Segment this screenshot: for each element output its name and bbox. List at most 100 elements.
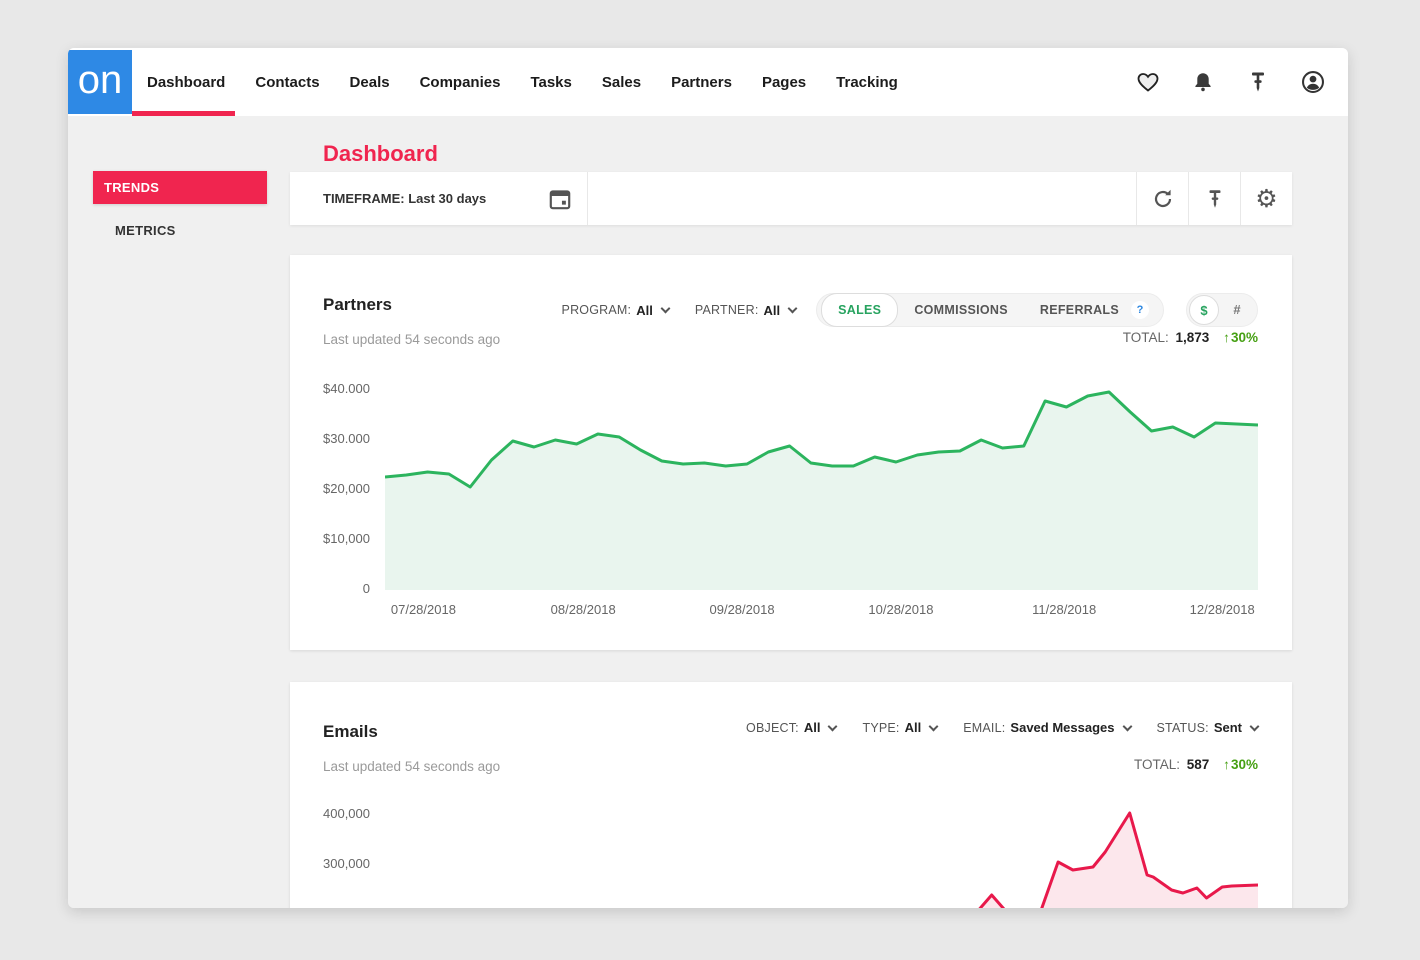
emails-filters: OBJECT: All TYPE: All EMAIL: Saved Messages ST… [720,720,1260,735]
x-tick-label: 11/28/2018 [1032,602,1097,617]
active-tab-indicator [132,111,235,116]
filter-label: STATUS: [1156,720,1209,735]
app-logo[interactable]: on [68,50,132,114]
partners-filter-program[interactable]: PROGRAM: All [561,302,671,318]
timeframe-control[interactable]: TIMEFRAME: Last 30 days [290,172,588,225]
emails-card-title: Emails [323,722,378,741]
toolbar-spacer [588,172,1136,225]
y-tick-label: $20,000 [323,481,370,496]
partners-last-updated: Last updated 54 seconds ago [323,332,501,347]
y-tick-label: $40.000 [323,381,370,396]
emails-filter-email[interactable]: EMAIL: Saved Messages [963,720,1132,735]
sidebar-item-metrics[interactable]: METRICS [115,223,176,238]
partners-total: TOTAL: 1,873 ↑ 30% [1123,330,1258,345]
emails-filter-object[interactable]: OBJECT: All [746,720,838,735]
nav-item-deals[interactable]: Deals [349,73,390,91]
partners-filter-partner[interactable]: PARTNER: All [694,302,798,318]
nav-items: Dashboard Contacts Deals Companies Tasks Sale… [147,48,898,116]
timeframe-label: TIMEFRAME: Last 30 days [323,191,487,206]
y-tick-label: $30.000 [323,431,370,446]
filter-label: OBJECT: [746,720,799,735]
pin-icon[interactable] [1245,69,1271,95]
nav-item-companies[interactable]: Companies [419,73,501,91]
user-icon[interactable] [1300,69,1326,95]
filter-label: TYPE: [862,720,900,735]
partners-card-title: Partners [323,295,392,314]
partners-dropdowns: PROGRAM: All PARTNER: All [536,302,798,318]
partners-chart: $40.000 $30.000 $20,000 $10,000 0 07/28/2018… [290,381,1292,617]
main-panel: Dashboard TIMEFRAME: Last 30 days ⚙ [290,116,1292,908]
total-delta: ↑ 30% [1223,330,1258,345]
nav-item-tasks[interactable]: Tasks [530,73,572,91]
y-tick-label: $10,000 [323,531,370,546]
emails-dropdowns: OBJECT: All TYPE: All EMAIL: Saved Messages ST… [720,720,1260,735]
nav-item-sales[interactable]: Sales [601,73,642,91]
nav-item-contacts[interactable]: Contacts [255,73,320,91]
unit-option-count[interactable]: # [1233,302,1241,317]
filter-label: PARTNER: [694,303,759,317]
filter-value: All [636,302,653,318]
partners-plot [385,385,1258,590]
partners-x-axis: 07/28/2018 08/28/2018 09/28/2018 10/28/2018… [385,590,1258,617]
x-tick-label: 07/28/2018 [390,602,456,617]
emails-plot [385,790,1258,908]
toggle-option-commissions[interactable]: COMMISSIONS [914,303,1008,317]
heart-icon[interactable] [1135,69,1161,95]
filter-label: EMAIL: [963,720,1006,735]
refresh-button[interactable] [1136,172,1188,225]
x-tick-label: 08/28/2018 [550,602,616,617]
settings-button[interactable]: ⚙ [1240,172,1292,225]
x-tick-label: 12/28/2018 [1189,602,1255,617]
total-value: 587 [1186,757,1210,772]
chevron-down-icon [1249,721,1260,731]
sidebar: TRENDS METRICS [68,116,290,908]
total-label: TOTAL: [1134,757,1181,772]
help-badge[interactable]: ? [1131,301,1149,319]
y-tick-label: 300,000 [323,856,370,871]
emails-last-updated: Last updated 54 seconds ago [323,759,501,774]
partners-unit-toggle: $ # [1186,293,1258,327]
pin-button[interactable] [1188,172,1240,225]
chevron-down-icon [660,303,671,314]
filter-value: All [904,720,922,735]
nav-item-dashboard[interactable]: Dashboard [147,73,226,91]
page-title: Dashboard [323,141,438,166]
emails-card: Emails Last updated 54 seconds ago OBJEC… [290,682,1292,908]
nav-item-partners[interactable]: Partners [671,73,732,91]
app-window: on Dashboard Contacts Deals Companies Tasks S… [68,48,1348,908]
emails-total: TOTAL: 587 ↑ 30% [1134,757,1258,772]
partners-card: Partners Last updated 54 seconds ago PRO… [290,255,1292,650]
filter-value: All [803,720,821,735]
filter-value: Saved Messages [1010,720,1115,735]
emails-chart: 400,000 300,000 [290,790,1292,908]
unit-option-dollars[interactable]: $ [1189,295,1219,325]
nav-item-pages[interactable]: Pages [761,73,807,91]
calendar-icon[interactable] [547,186,573,212]
y-tick-label: 400,000 [323,806,370,821]
nav-item-tracking[interactable]: Tracking [836,73,898,91]
sidebar-item-trends[interactable]: TRENDS [93,171,267,204]
emails-filter-status[interactable]: STATUS: Sent [1156,720,1260,735]
toggle-option-sales[interactable]: SALES [821,293,899,327]
filter-value: Sent [1213,720,1242,735]
emails-filter-type[interactable]: TYPE: All [862,720,939,735]
chevron-down-icon [828,721,838,731]
gear-icon: ⚙ [1255,184,1278,213]
chevron-down-icon [787,303,798,314]
top-nav: on Dashboard Contacts Deals Companies Tasks S… [68,48,1348,116]
nav-icons [1135,48,1326,116]
filter-label: PROGRAM: [561,303,632,317]
x-tick-label: 09/28/2018 [709,602,775,617]
content-area: TRENDS METRICS Dashboard TIMEFRAME: Last … [68,116,1348,908]
bell-icon[interactable] [1190,69,1216,95]
total-label: TOTAL: [1122,330,1169,345]
chevron-down-icon [1122,721,1132,731]
x-tick-label: 10/28/2018 [868,602,934,617]
dashboard-toolbar: TIMEFRAME: Last 30 days ⚙ [290,172,1292,225]
y-tick-label: 0 [362,581,370,596]
total-value: 1,873 [1175,330,1210,345]
toggle-option-referrals[interactable]: REFERRALS [1039,303,1119,317]
partners-metric-toggle: SALES COMMISSIONS REFERRALS? [816,293,1164,327]
filter-value: All [763,302,781,318]
total-delta: ↑ 30% [1223,757,1258,772]
